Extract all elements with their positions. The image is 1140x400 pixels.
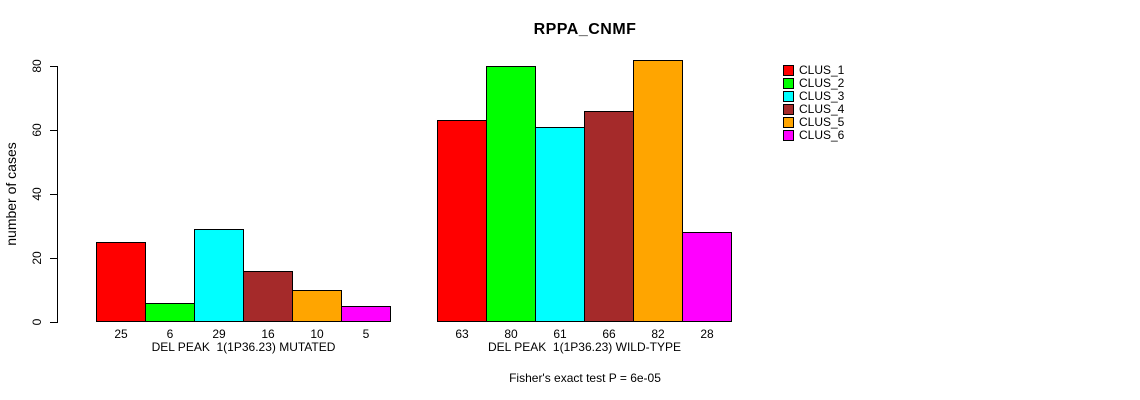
bar-value-label: 66: [602, 327, 616, 341]
bar-value-label: 25: [114, 327, 128, 341]
bar-value-label: 28: [700, 327, 714, 341]
bar-clus_6: [682, 232, 732, 322]
bar-value-label: 63: [455, 327, 469, 341]
bar-value-label: 29: [212, 327, 226, 341]
legend-label: CLUS_4: [799, 102, 845, 116]
legend-item: CLUS_5: [783, 116, 844, 129]
bar-clus_2: [486, 66, 536, 322]
bar-clus_3: [194, 229, 244, 322]
y-axis-label: number of cases: [3, 142, 19, 246]
y-tick-mark: [50, 322, 57, 323]
bar-value-label: 82: [651, 327, 665, 341]
legend-swatch-clus_3: [783, 91, 794, 102]
bar-value-label: 80: [504, 327, 518, 341]
group-axis-label: DEL PEAK 1(1P36.23) WILD-TYPE: [488, 340, 681, 354]
legend-label: CLUS_1: [799, 63, 845, 77]
bar-clus_1: [96, 242, 146, 322]
y-tick-label: 0: [30, 318, 44, 326]
y-tick-label: 80: [30, 59, 44, 73]
legend-label: CLUS_6: [799, 128, 845, 142]
legend-label: CLUS_5: [799, 115, 845, 129]
y-tick-mark: [50, 258, 57, 259]
bar-value-label: 5: [362, 327, 370, 341]
bar-clus_4: [243, 271, 293, 322]
legend-swatch-clus_6: [783, 130, 794, 141]
legend-swatch-clus_2: [783, 78, 794, 89]
bar-value-label: 61: [553, 327, 567, 341]
bar-value-label: 6: [166, 327, 174, 341]
fisher-test-annotation: Fisher's exact test P = 6e-05: [509, 371, 661, 385]
y-tick-mark: [50, 194, 57, 195]
bar-clus_4: [584, 111, 634, 322]
bar-clus_6: [341, 306, 391, 322]
bar-clus_2: [145, 303, 195, 322]
legend-label: CLUS_2: [799, 76, 845, 90]
legend-swatch-clus_5: [783, 117, 794, 128]
group-axis-label: DEL PEAK 1(1P36.23) MUTATED: [151, 340, 336, 354]
y-tick-mark: [50, 130, 57, 131]
bar-clus_5: [292, 290, 342, 322]
bar-clus_1: [437, 120, 487, 322]
y-axis-line: [57, 66, 58, 323]
legend-swatch-clus_1: [783, 65, 794, 76]
legend-item: CLUS_3: [783, 90, 844, 103]
legend-label: CLUS_3: [799, 89, 845, 103]
y-tick-mark: [50, 66, 57, 67]
legend: CLUS_1 CLUS_2 CLUS_3 CLUS_4 CLUS_5 CLUS_6: [783, 64, 844, 142]
legend-swatch-clus_4: [783, 104, 794, 115]
y-tick-label: 60: [30, 123, 44, 137]
legend-item: CLUS_6: [783, 129, 844, 142]
bar-value-label: 16: [261, 327, 275, 341]
chart-title: RPPA_CNMF: [533, 21, 637, 38]
legend-item: CLUS_4: [783, 103, 844, 116]
y-tick-label: 20: [30, 251, 44, 265]
bar-value-label: 10: [310, 327, 324, 341]
bar-clus_5: [633, 60, 683, 322]
bar-clus_3: [535, 127, 585, 322]
legend-item: CLUS_1: [783, 64, 844, 77]
legend-item: CLUS_2: [783, 77, 844, 90]
y-tick-label: 40: [30, 187, 44, 201]
